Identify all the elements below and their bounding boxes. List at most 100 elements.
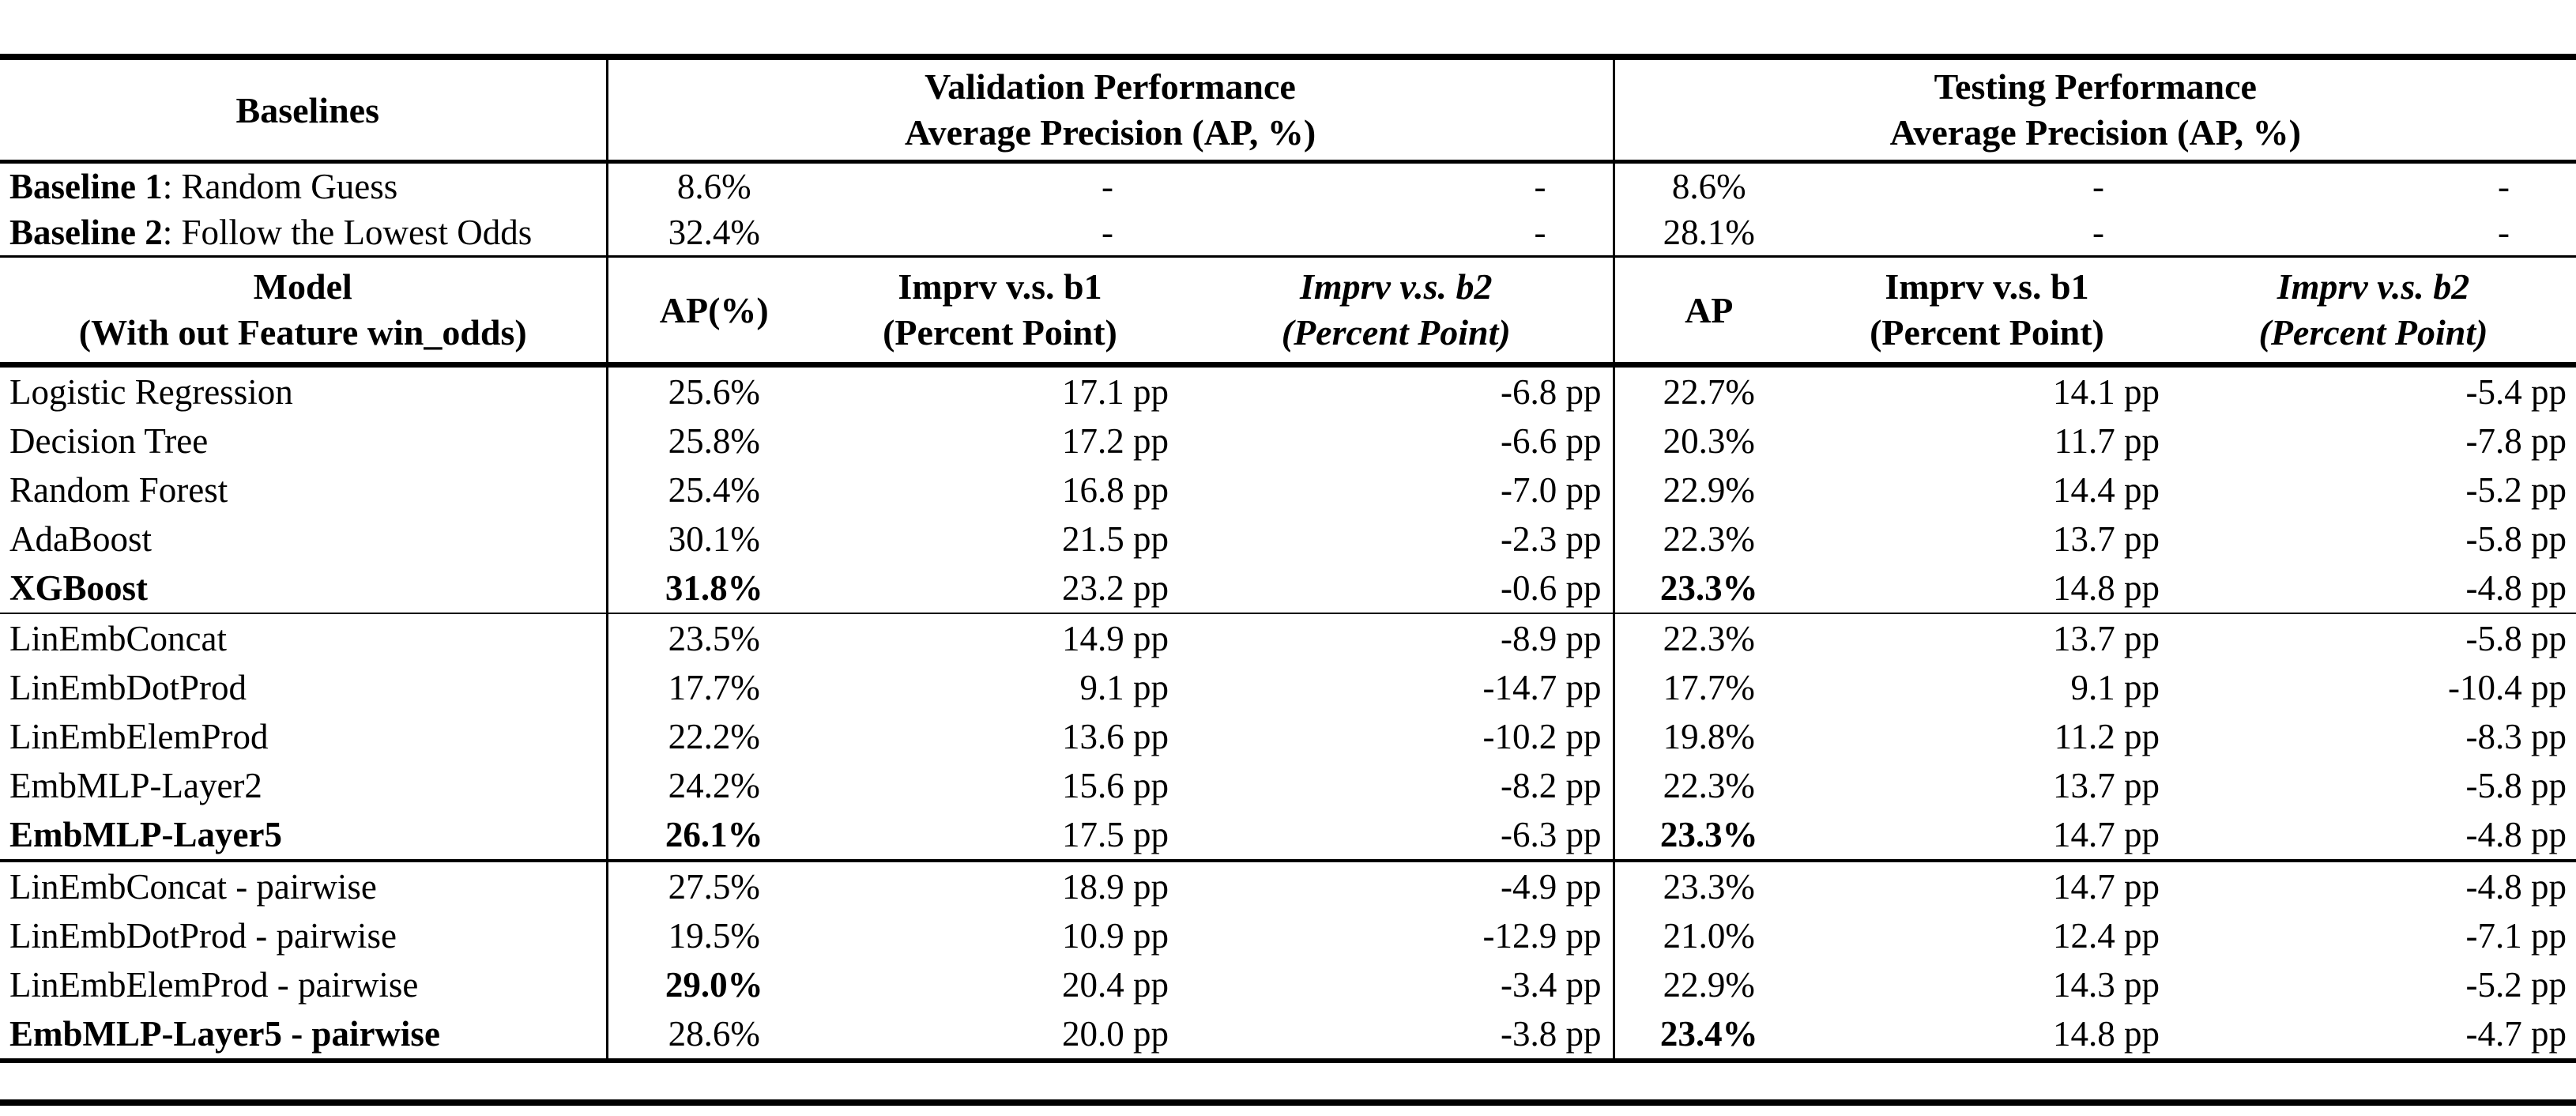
cell-testing-imprv-b1: 13.7 pp <box>2053 766 2160 805</box>
cell-model-name: EmbMLP-Layer2 <box>0 761 608 810</box>
cell-testing-ap: 22.3% <box>1663 766 1755 805</box>
cell-validation-ap: 24.2% <box>668 766 760 805</box>
cell-testing-ap: 21.0% <box>1663 916 1755 956</box>
cell-validation-imprv-b2: -2.3 pp <box>1180 515 1615 564</box>
testing-ap-column-header: AP <box>1614 255 1803 368</box>
imprv-b1-sub: (Percent Point) <box>1870 312 2104 353</box>
pairwise-models-section: LinEmbConcat - pairwise 27.5% 18.9 pp -4.9 … <box>0 859 2576 1061</box>
cell-baseline-name: Baseline 2: Follow the Lowest Odds <box>0 209 608 257</box>
imprv-b1-label: Imprv v.s. b1 <box>898 266 1102 307</box>
cell-validation-ap: 31.8% <box>665 568 763 608</box>
cell-testing-imprv-b1: 14.7 pp <box>1803 859 2171 911</box>
bottom-rule <box>0 1099 2576 1106</box>
cell-validation-imprv-b1: 16.8 pp <box>1062 470 1169 510</box>
cell-testing-imprv-b2: -5.4 pp <box>2465 372 2567 412</box>
validation-ap-column-header: AP(%) <box>607 255 820 368</box>
cell-model-name: LinEmbConcat - pairwise <box>0 859 608 911</box>
table-row: EmbMLP-Layer5 - pairwise 28.6% 20.0 pp -3.8… <box>0 1009 2576 1061</box>
testing-performance-subtitle: Average Precision (AP, %) <box>1889 112 2301 153</box>
baseline-row: Baseline 2: Follow the Lowest Odds 32.4% -… <box>0 209 2576 257</box>
cell-testing-imprv-b2: - <box>2498 167 2510 206</box>
table-row: LinEmbDotProd 17.7% 9.1 pp -14.7 pp 17.7% 9.1… <box>0 663 2576 712</box>
cell-testing-imprv-b2: -4.8 pp <box>2465 815 2567 854</box>
cell-testing-imprv-b1: 14.7 pp <box>2053 815 2160 854</box>
cell-testing-imprv-b1: 9.1 pp <box>2070 668 2160 707</box>
imprv-b1-label: Imprv v.s. b1 <box>1885 266 2089 307</box>
cell-validation-imprv-b1: - <box>1102 167 1113 206</box>
cell-validation-ap: 32.4% <box>668 213 760 252</box>
cell-validation-imprv-b1: 17.1 pp <box>1062 372 1169 412</box>
cell-validation-imprv-b2: -6.3 pp <box>1180 810 1615 861</box>
cell-validation-ap: 23.5% <box>607 613 820 663</box>
cell-testing-imprv-b1: 11.7 pp <box>2054 421 2160 461</box>
cell-validation-imprv-b1: 18.9 pp <box>820 859 1180 911</box>
testing-imprv-b1-column-header: Imprv v.s. b1 (Percent Point) <box>1803 255 2171 368</box>
cell-testing-imprv-b1: 11.2 pp <box>2054 717 2160 756</box>
validation-imprv-b1-column-header: Imprv v.s. b1 (Percent Point) <box>820 255 1180 368</box>
validation-performance-title: Validation Performance <box>925 66 1296 107</box>
cell-validation-imprv-b2: -8.2 pp <box>1180 761 1615 810</box>
table-row: Random Forest 25.4% 16.8 pp -7.0 pp 22.9% 14.… <box>0 466 2576 515</box>
cell-validation-imprv-b2: -3.8 pp <box>1180 1009 1615 1061</box>
cell-validation-ap: 25.8% <box>668 421 760 461</box>
model-header-cell: Model (With out Feature win_odds) <box>0 255 608 368</box>
cell-testing-imprv-b2: -4.7 pp <box>2465 1014 2567 1054</box>
cell-testing-imprv-b1: 14.8 pp <box>2053 568 2160 608</box>
table-row: AdaBoost 30.1% 21.5 pp -2.3 pp 22.3% 13.7 pp -… <box>0 515 2576 564</box>
table-row: EmbMLP-Layer5 26.1% 17.5 pp -6.3 pp 23.3% 14.… <box>0 810 2576 861</box>
cell-validation-imprv-b1: 14.9 pp <box>820 613 1180 663</box>
cell-validation-ap: 26.1% <box>665 815 763 854</box>
cell-validation-imprv-b2: -14.7 pp <box>1180 663 1615 712</box>
cell-testing-imprv-b1: 14.3 pp <box>2053 965 2160 1005</box>
cell-validation-ap: 29.0% <box>665 965 763 1005</box>
model-header-subtitle: (With out Feature win_odds) <box>78 312 527 353</box>
cell-validation-ap: 27.5% <box>607 859 820 911</box>
testing-imprv-b2-column-header: Imprv v.s. b2 (Percent Point) <box>2171 255 2576 368</box>
imprv-b2-sub: (Percent Point) <box>1281 312 1511 353</box>
cell-validation-imprv-b1: 20.4 pp <box>1062 965 1169 1005</box>
cell-validation-imprv-b2: -10.2 pp <box>1180 712 1615 761</box>
cell-testing-imprv-b1: 14.8 pp <box>2053 1014 2160 1054</box>
cell-model-name: EmbMLP-Layer5 - pairwise <box>0 1009 608 1061</box>
table-header-row-model: Model (With out Feature win_odds) AP(%) … <box>0 255 2576 368</box>
cell-testing-ap: 23.4% <box>1659 1014 1758 1054</box>
model-header-title: Model <box>253 266 352 307</box>
cell-validation-imprv-b2: -8.9 pp <box>1180 613 1615 663</box>
table-header-row-top: Baselines Validation Performance Average… <box>0 57 2576 164</box>
cell-validation-imprv-b1: 15.6 pp <box>1062 766 1169 805</box>
cell-validation-imprv-b1: 21.5 pp <box>1062 519 1169 559</box>
cell-testing-imprv-b2: -4.8 pp <box>2171 859 2576 911</box>
cell-testing-imprv-b1: - <box>2092 167 2104 206</box>
cell-testing-imprv-b2: -8.3 pp <box>2465 717 2567 756</box>
cell-model-name: EmbMLP-Layer5 <box>0 810 608 861</box>
cell-testing-imprv-b2: -5.2 pp <box>2465 470 2567 510</box>
cell-testing-imprv-b1: 14.1 pp <box>2053 372 2160 412</box>
cell-validation-imprv-b1: - <box>1102 213 1113 252</box>
cell-testing-ap: 19.8% <box>1663 717 1755 756</box>
cell-testing-imprv-b1: 13.7 pp <box>2053 519 2160 559</box>
cell-testing-imprv-b1: 12.4 pp <box>2053 916 2160 956</box>
cell-testing-imprv-b2: -7.1 pp <box>2465 916 2567 956</box>
table-row: LinEmbConcat - pairwise 27.5% 18.9 pp -4.9 … <box>0 859 2576 911</box>
cell-validation-ap: 25.6% <box>668 372 760 412</box>
cell-validation-imprv-b1: 9.1 pp <box>1079 668 1169 707</box>
table-row: Decision Tree 25.8% 17.2 pp -6.6 pp 20.3% 11.… <box>0 417 2576 466</box>
cell-model-name: Random Forest <box>0 466 608 515</box>
table-row: LinEmbDotProd - pairwise 19.5% 10.9 pp -12.… <box>0 911 2576 960</box>
performance-table: Baselines Validation Performance Average… <box>0 54 2576 1063</box>
cell-baseline-name: Baseline 1: Random Guess <box>0 161 608 209</box>
cell-validation-imprv-b2: -6.6 pp <box>1180 417 1615 466</box>
baseline-name-prefix: Baseline 2 <box>9 213 163 252</box>
cell-testing-ap: 22.3% <box>1614 613 1803 663</box>
classical-models-section: Logistic Regression 25.6% 17.1 pp -6.8 pp 22… <box>0 364 2576 613</box>
cell-validation-ap: 28.6% <box>668 1014 760 1054</box>
imprv-b2-label: Imprv v.s. b2 <box>2277 266 2470 307</box>
cell-validation-ap: 17.7% <box>668 668 760 707</box>
cell-testing-ap: 17.7% <box>1663 668 1755 707</box>
cell-testing-ap: 20.3% <box>1663 421 1755 461</box>
cell-testing-imprv-b2: - <box>2498 213 2510 252</box>
cell-validation-imprv-b2: -3.4 pp <box>1180 960 1615 1009</box>
cell-testing-ap: 8.6% <box>1671 167 1746 206</box>
cell-validation-ap: 30.1% <box>668 519 760 559</box>
